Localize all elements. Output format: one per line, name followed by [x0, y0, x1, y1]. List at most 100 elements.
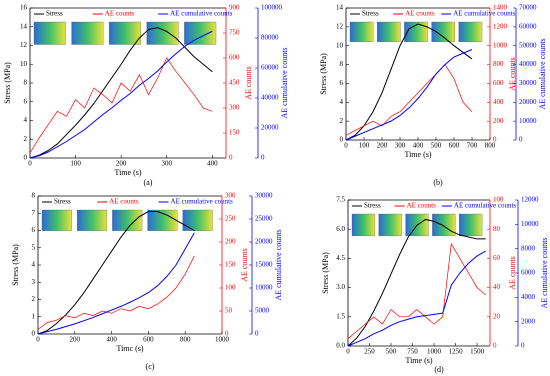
y-tick-label: 3	[32, 278, 36, 286]
thumbnail	[112, 209, 143, 231]
thumbnail	[184, 21, 217, 45]
thumbnail	[41, 209, 72, 231]
x-tick-label: 300	[161, 160, 172, 168]
y2-tick-label: 20	[493, 312, 501, 320]
y2-tick-label: 450	[229, 79, 240, 87]
x-axis-label: Time (s)	[404, 150, 431, 159]
y3-tick-label: 12000	[521, 196, 539, 204]
y3-tick-label: 10000	[255, 284, 273, 292]
y3-tick-label: 2000	[521, 317, 536, 325]
y2-tick-label: 80	[493, 225, 501, 233]
y-tick-label: 5	[32, 243, 36, 251]
y-tick-label: 8	[32, 192, 36, 200]
y2-tick-label: 900	[229, 4, 240, 12]
x-tick-label: 200	[70, 336, 81, 344]
panel-label: (d)	[434, 365, 444, 374]
x-tick-label: 0	[344, 142, 348, 150]
y-tick-label: 6	[32, 226, 36, 234]
x-tick-label: 600	[143, 336, 154, 344]
y-tick-label: 1	[32, 312, 36, 320]
x-tick-label: 400	[413, 142, 424, 150]
y3-tick-label: 0	[521, 342, 525, 350]
y-tick-label: 4.5	[336, 254, 345, 262]
y2-tick-label: 600	[493, 79, 504, 87]
y3-tick-label: 100000	[261, 4, 283, 12]
x-tick-label: 1000	[427, 348, 442, 356]
y2-tick-label: 1000	[493, 41, 508, 49]
y3-tick-label: 25000	[255, 215, 273, 223]
legend-label: AE cumulative counts	[170, 10, 232, 18]
series-line	[347, 250, 486, 347]
y2-axis-label: AE counts	[244, 66, 253, 100]
legend-label: AE cumulative counts	[454, 202, 516, 210]
y3-tick-label: 4000	[521, 293, 536, 301]
thumbnail	[377, 21, 401, 42]
y3-tick-label: 10000	[519, 117, 537, 125]
x-tick-label: 500	[386, 348, 397, 356]
legend-label: Stress	[46, 10, 63, 18]
y2-tick-label: 100	[225, 284, 236, 292]
y3-tick-label: 60000	[261, 64, 279, 72]
y2-tick-label: 150	[229, 129, 240, 137]
x-tick-label: 750	[407, 348, 418, 356]
y2-tick-label: 250	[225, 215, 236, 223]
x-tick-label: 1000	[215, 336, 230, 344]
thumbnail	[458, 21, 483, 42]
y2-tick-label: 50	[225, 307, 233, 315]
x-tick-label: 250	[364, 348, 375, 356]
x-tick-label: 800	[180, 336, 191, 344]
y-tick-label: 2	[32, 295, 36, 303]
y3-tick-label: 5000	[255, 307, 270, 315]
thumbnail	[431, 21, 455, 42]
series-line	[37, 255, 195, 330]
y-tick-label: 8	[24, 79, 28, 87]
x-axis-label: Time (s)	[405, 356, 432, 365]
panel-label: (a)	[144, 178, 153, 187]
y-tick-label: 0	[32, 330, 36, 338]
x-tick-label: 200	[377, 142, 388, 150]
y3-tick-label: 70000	[519, 4, 537, 12]
y3-tick-label: 50000	[519, 41, 537, 49]
y-tick-label: 0	[340, 136, 344, 144]
thumbnail	[459, 213, 483, 237]
y-axis-label: Stress (MPa)	[3, 62, 12, 104]
y-tick-label: 0.0	[336, 342, 345, 350]
y2-tick-label: 60	[493, 254, 501, 262]
x-tick-label: 800	[485, 142, 496, 150]
x-tick-label: 0	[36, 336, 40, 344]
y-tick-label: 14	[20, 22, 28, 30]
y3-tick-label: 0	[519, 136, 523, 144]
series-line	[29, 57, 213, 154]
y2-tick-label: 0	[229, 154, 233, 162]
y2-tick-label: 300	[229, 104, 240, 112]
y2-tick-label: 100	[493, 196, 504, 204]
y2-axis-label: AE counts	[508, 256, 517, 290]
x-tick-label: 1500	[470, 348, 485, 356]
y2-axis-label: AE counts	[508, 57, 517, 91]
y2-tick-label: 200	[225, 238, 236, 246]
y-tick-label: 0	[24, 154, 28, 162]
series-line	[37, 232, 195, 335]
y3-tick-label: 10000	[521, 220, 539, 228]
y3-tick-label: 30000	[255, 192, 273, 200]
series-line	[29, 27, 213, 159]
y-tick-label: 2	[340, 117, 344, 125]
y2-tick-label: 800	[493, 60, 504, 68]
legend-label: AE counts	[407, 202, 437, 210]
x-axis-label: Timc (s)	[116, 344, 143, 353]
thumbnail	[182, 209, 213, 231]
y-axis-label: Stress (MPa)	[11, 244, 20, 286]
y-tick-label: 14	[336, 4, 344, 12]
y3-axis-label: AE cumulative counts	[274, 229, 283, 300]
legend-label: Stress	[362, 10, 379, 18]
legend-label: AE cumulative counts	[453, 10, 515, 18]
legend-label: AE counts	[105, 10, 135, 18]
panel-label: (c)	[146, 362, 155, 371]
legend-label: AE cumulative counts	[171, 198, 233, 206]
y3-tick-label: 15000	[255, 261, 273, 269]
thumbnail	[349, 21, 374, 42]
y3-tick-label: 20000	[261, 124, 279, 132]
thumbnail	[71, 21, 104, 45]
y2-tick-label: 40	[493, 283, 501, 291]
